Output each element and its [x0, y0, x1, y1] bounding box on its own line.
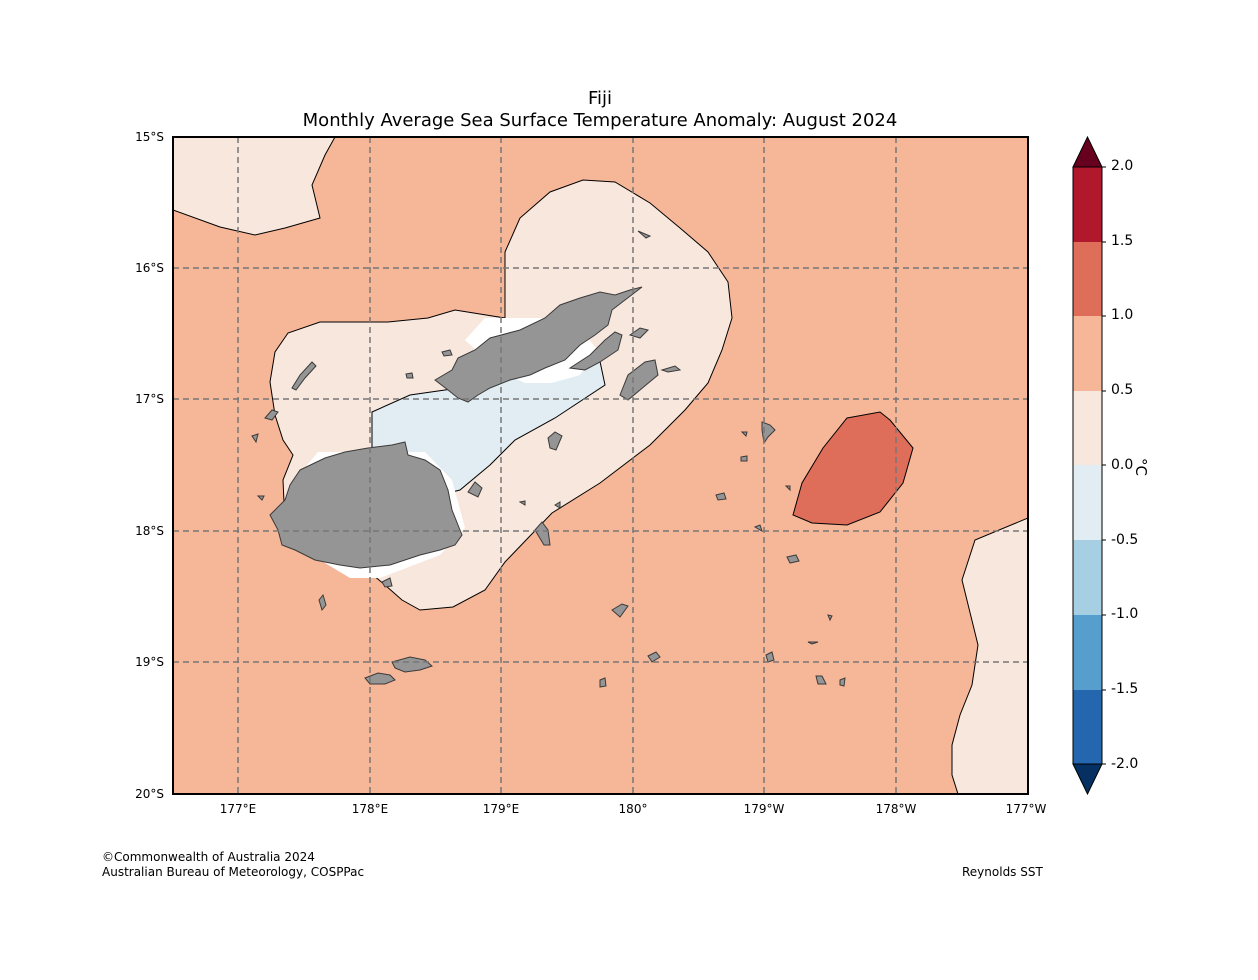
- lau-isle-8: [765, 651, 775, 663]
- small-isle-n2: [441, 349, 453, 357]
- qamea: [628, 327, 649, 339]
- colorbar-extend-min: [1072, 763, 1103, 796]
- lon-label-180: 180°: [618, 802, 648, 816]
- lau-isle-3: [715, 492, 727, 501]
- colorbar-bin-neg0.5-0.0: [1073, 465, 1102, 540]
- lau-isle-2: [740, 455, 748, 462]
- graticule: [173, 137, 1028, 794]
- source-text: Reynolds SST: [962, 865, 1043, 879]
- anomaly-zone-nw: [173, 137, 336, 236]
- land-masses: [251, 230, 846, 688]
- colorbar-label: -1.0: [1111, 606, 1139, 622]
- ovalau: [467, 481, 483, 498]
- lon-label-177w: 177°W: [1005, 802, 1047, 816]
- koro: [547, 431, 563, 451]
- colorbar-bin-neg1.5-neg1.0: [1073, 615, 1102, 690]
- kadavu: [391, 656, 433, 673]
- lau-isle-7: [807, 641, 819, 645]
- lon-label-178e: 178°E: [351, 802, 389, 816]
- moala: [611, 603, 629, 618]
- small-isle-n: [405, 372, 414, 379]
- lat-label-15s: 15°S: [135, 130, 164, 144]
- lau-isle-5: [753, 524, 763, 533]
- yasawa-group: [291, 361, 317, 391]
- vanua-balavu: [761, 421, 776, 445]
- taveuni: [619, 359, 659, 401]
- colorbar-label: -2.0: [1111, 756, 1139, 772]
- colorbar-extend-max: [1072, 135, 1103, 168]
- copyright-text: ©Commonwealth of Australia 2024: [102, 850, 315, 864]
- small-isle-w2: [256, 495, 265, 501]
- map-area: [173, 137, 1028, 794]
- colorbar-bin-1.0-1.5: [1073, 242, 1102, 316]
- lau-isle-6: [827, 614, 833, 622]
- small-isle-w: [251, 433, 259, 444]
- vanua-levu: [434, 286, 643, 403]
- small-isle-taveuni-e: [660, 365, 682, 373]
- matuku: [599, 677, 607, 688]
- lat-label-20s: 20°S: [135, 787, 164, 801]
- small-isle-c: [518, 500, 526, 506]
- lat-label-19s: 19°S: [135, 655, 164, 669]
- vatulele: [318, 593, 327, 612]
- colorbar-unit: °C: [1132, 458, 1150, 476]
- totoya: [647, 651, 661, 663]
- mamanuca-isle: [264, 409, 279, 421]
- colorbar-bin-1.5-2.0: [1073, 167, 1102, 242]
- gau: [534, 521, 551, 546]
- lat-label-16s: 16°S: [135, 261, 164, 275]
- lon-label-178w: 178°W: [875, 802, 917, 816]
- vanua-levu-east: [568, 331, 623, 371]
- lakeba: [786, 554, 800, 564]
- small-isle-c2: [554, 501, 561, 509]
- lat-label-18s: 18°S: [135, 524, 164, 538]
- map-frame: [172, 136, 1029, 795]
- colorbar-label: 2.0: [1111, 158, 1134, 174]
- anomaly-zone-warm: [792, 411, 914, 526]
- lau-isle-4: [784, 485, 791, 492]
- colorbar-label: 0.0: [1111, 457, 1134, 473]
- colorbar-bin-neg2.0-neg1.5: [1073, 690, 1102, 764]
- colorbar: [1072, 135, 1106, 796]
- lau-isle-10: [839, 677, 846, 687]
- colorbar-label: -0.5: [1111, 532, 1139, 548]
- colorbar-label: 1.5: [1111, 233, 1134, 249]
- colorbar-bin-0.5-1.0: [1073, 316, 1102, 391]
- map-subtitle: Monthly Average Sea Surface Temperature …: [302, 110, 898, 131]
- lon-label-179w: 179°W: [743, 802, 785, 816]
- map-title: Fiji: [587, 88, 613, 109]
- colorbar-bin-neg1.0-neg0.5: [1073, 540, 1102, 615]
- kadavu-west: [364, 672, 396, 685]
- colorbar-label: 0.5: [1111, 382, 1134, 398]
- beqa: [381, 577, 393, 588]
- anomaly-zone-se: [951, 517, 1028, 794]
- lat-label-17s: 17°S: [135, 392, 164, 406]
- lau-isle-9: [815, 675, 827, 685]
- lon-label-179e: 179°E: [482, 802, 520, 816]
- small-isle-ne: [637, 230, 652, 239]
- lau-isle-1: [740, 431, 748, 437]
- agency-text: Australian Bureau of Meteorology, COSPPa…: [102, 865, 365, 879]
- colorbar-label: 1.0: [1111, 307, 1134, 323]
- colorbar-bin-0.0-0.5: [1073, 391, 1102, 465]
- colorbar-label: -1.5: [1111, 681, 1139, 697]
- lon-label-177e: 177°E: [219, 802, 257, 816]
- viti-levu: [269, 441, 463, 569]
